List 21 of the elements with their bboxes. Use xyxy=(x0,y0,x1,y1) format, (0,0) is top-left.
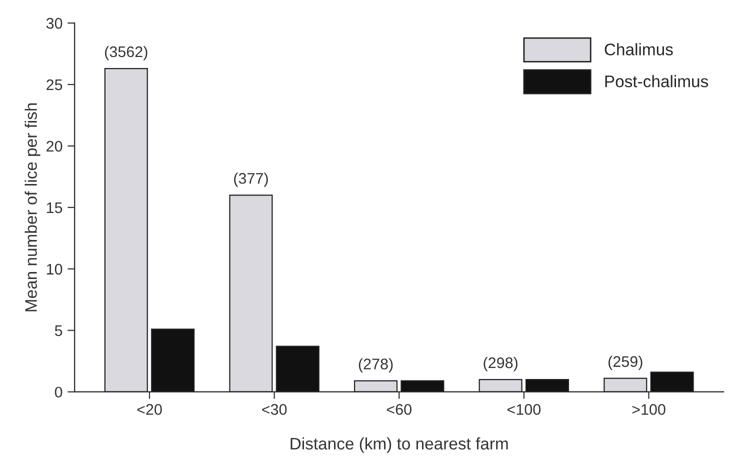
y-tick-label: 10 xyxy=(46,264,62,275)
annotation: (298) xyxy=(484,356,518,372)
y-tick-label: 0 xyxy=(54,386,62,398)
x-tick-label: <20 xyxy=(137,404,162,415)
y-tick-label: 20 xyxy=(46,140,62,152)
x-tick-label: <30 xyxy=(262,404,287,415)
x-tick-label: <100 xyxy=(507,404,541,415)
y-axis-title: Mean number of lice per fish xyxy=(24,103,40,312)
y-tick-label: 5 xyxy=(54,325,62,336)
annotation: (278) xyxy=(358,358,393,372)
y-tick-label: 25 xyxy=(46,79,62,90)
x-axis-title: Distance (km) to nearest farm xyxy=(290,437,508,453)
y-tick-label: 15 xyxy=(46,202,62,214)
annotation: (3562) xyxy=(105,46,148,60)
annotation: (377) xyxy=(234,172,268,187)
x-tick-label: <60 xyxy=(386,404,412,415)
y-tick-label: 30 xyxy=(46,18,62,29)
legend-label: Post-chalimus xyxy=(605,75,708,88)
legend-label: Chalimus xyxy=(604,43,673,56)
x-tick-label: >100 xyxy=(632,404,666,415)
annotation: (259) xyxy=(608,356,642,370)
